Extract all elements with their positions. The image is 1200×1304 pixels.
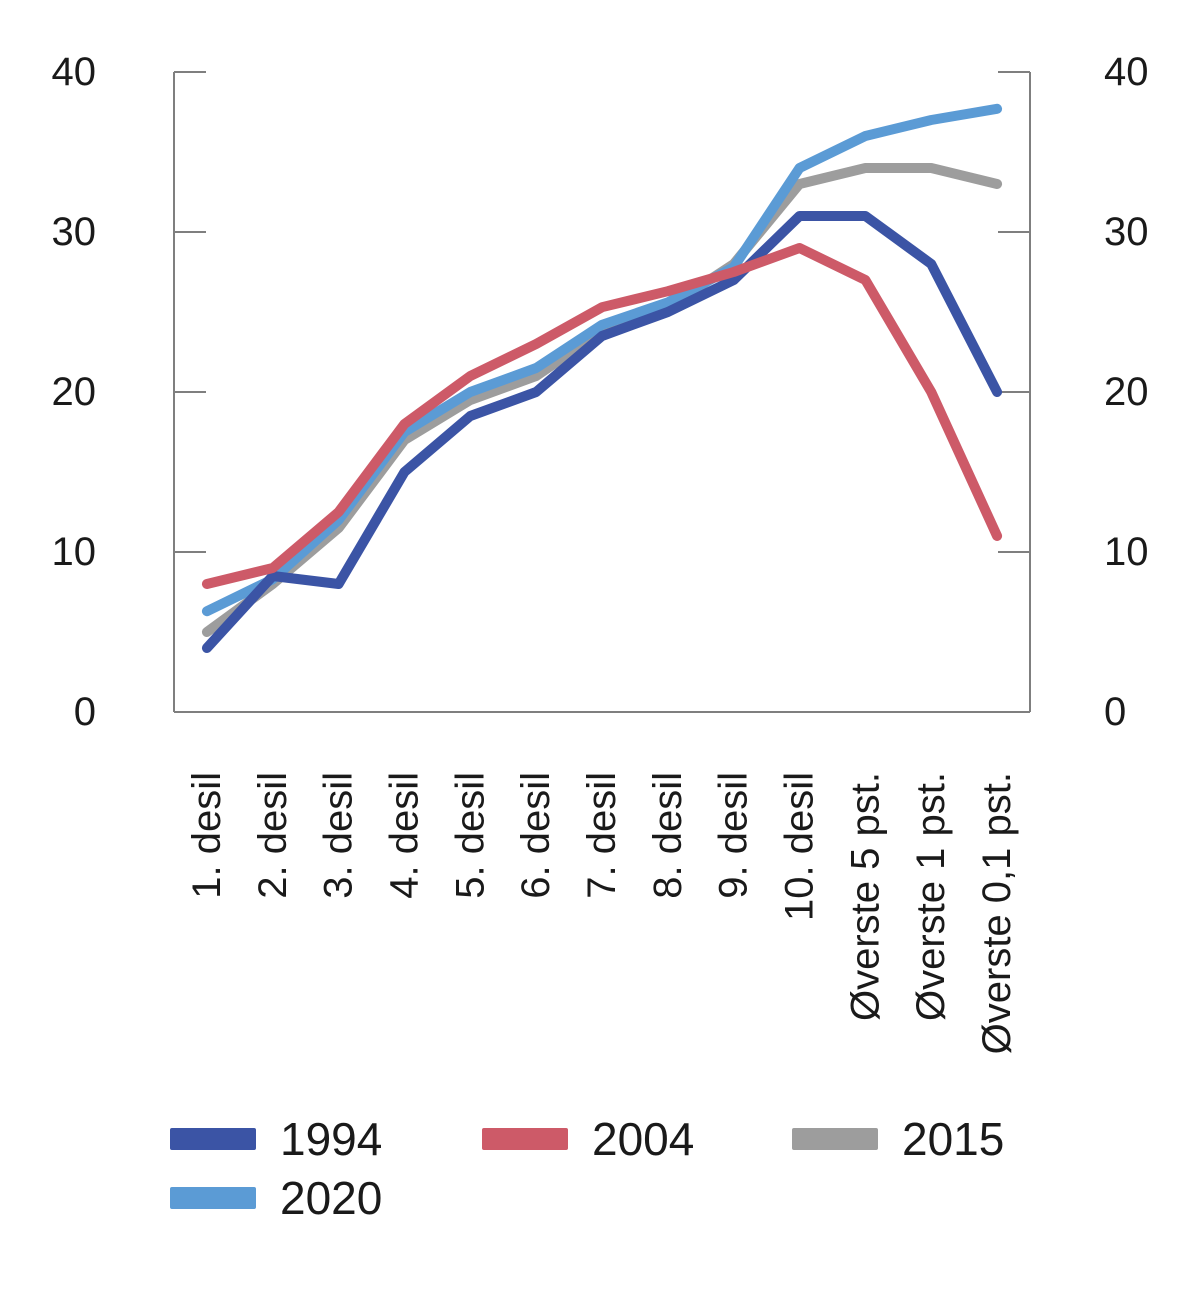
x-axis-label: 1. desil xyxy=(185,772,229,899)
y-tick-label-left: 20 xyxy=(52,370,97,414)
y-tick-label-left: 30 xyxy=(52,210,97,254)
legend-item-2004: 2004 xyxy=(482,1112,694,1166)
legend-label-1994: 1994 xyxy=(280,1113,383,1165)
legend-swatch-2015 xyxy=(792,1128,878,1150)
x-axis-label: 8. desil xyxy=(646,772,690,899)
y-tick-label-right: 10 xyxy=(1104,530,1149,574)
legend-swatch-1994 xyxy=(170,1128,256,1150)
legend-label-2004: 2004 xyxy=(592,1113,695,1165)
series-line-1994 xyxy=(201,211,1003,653)
x-axis-label: Øverste 5 pst. xyxy=(843,772,887,1021)
legend-label-2020: 2020 xyxy=(280,1172,383,1224)
legend-item-2015: 2015 xyxy=(792,1112,1004,1166)
series-line-2015 xyxy=(201,163,1003,637)
x-axis-label: 10. desil xyxy=(778,772,822,921)
y-tick-label-right: 30 xyxy=(1104,210,1149,254)
legend-item-2020: 2020 xyxy=(170,1171,382,1225)
y-tick-label-left: 10 xyxy=(52,530,97,574)
x-axis-label: 4. desil xyxy=(382,772,426,899)
legend-swatch-2020 xyxy=(170,1187,256,1209)
y-tick-label-right: 40 xyxy=(1104,50,1149,94)
x-axis-label: 7. desil xyxy=(580,772,624,899)
legend-item-1994: 1994 xyxy=(170,1112,382,1166)
series-line-2004 xyxy=(201,243,1003,589)
series-line-2020 xyxy=(201,103,1003,617)
y-tick-label-right: 0 xyxy=(1104,690,1126,734)
y-tick-label-left: 40 xyxy=(52,50,97,94)
chart-plot-area: 0 0 10 10 20 20 30 30 40 40 1. desil 2. desil 3. des… xyxy=(52,50,1149,1054)
legend-swatch-2004 xyxy=(482,1128,568,1150)
x-axis-label: 6. desil xyxy=(514,772,558,899)
x-axis-label: 9. desil xyxy=(712,772,756,899)
x-axis-label: Øverste 1 pst. xyxy=(909,772,953,1021)
x-axis-label: 2. desil xyxy=(251,772,295,899)
legend-label-2015: 2015 xyxy=(902,1113,1005,1165)
y-tick-label-left: 0 xyxy=(74,690,96,734)
x-axis-label: Øverste 0,1 pst. xyxy=(975,772,1019,1054)
y-tick-label-right: 20 xyxy=(1104,370,1149,414)
x-axis-label: 5. desil xyxy=(448,772,492,899)
x-axis-label: 3. desil xyxy=(317,772,361,899)
